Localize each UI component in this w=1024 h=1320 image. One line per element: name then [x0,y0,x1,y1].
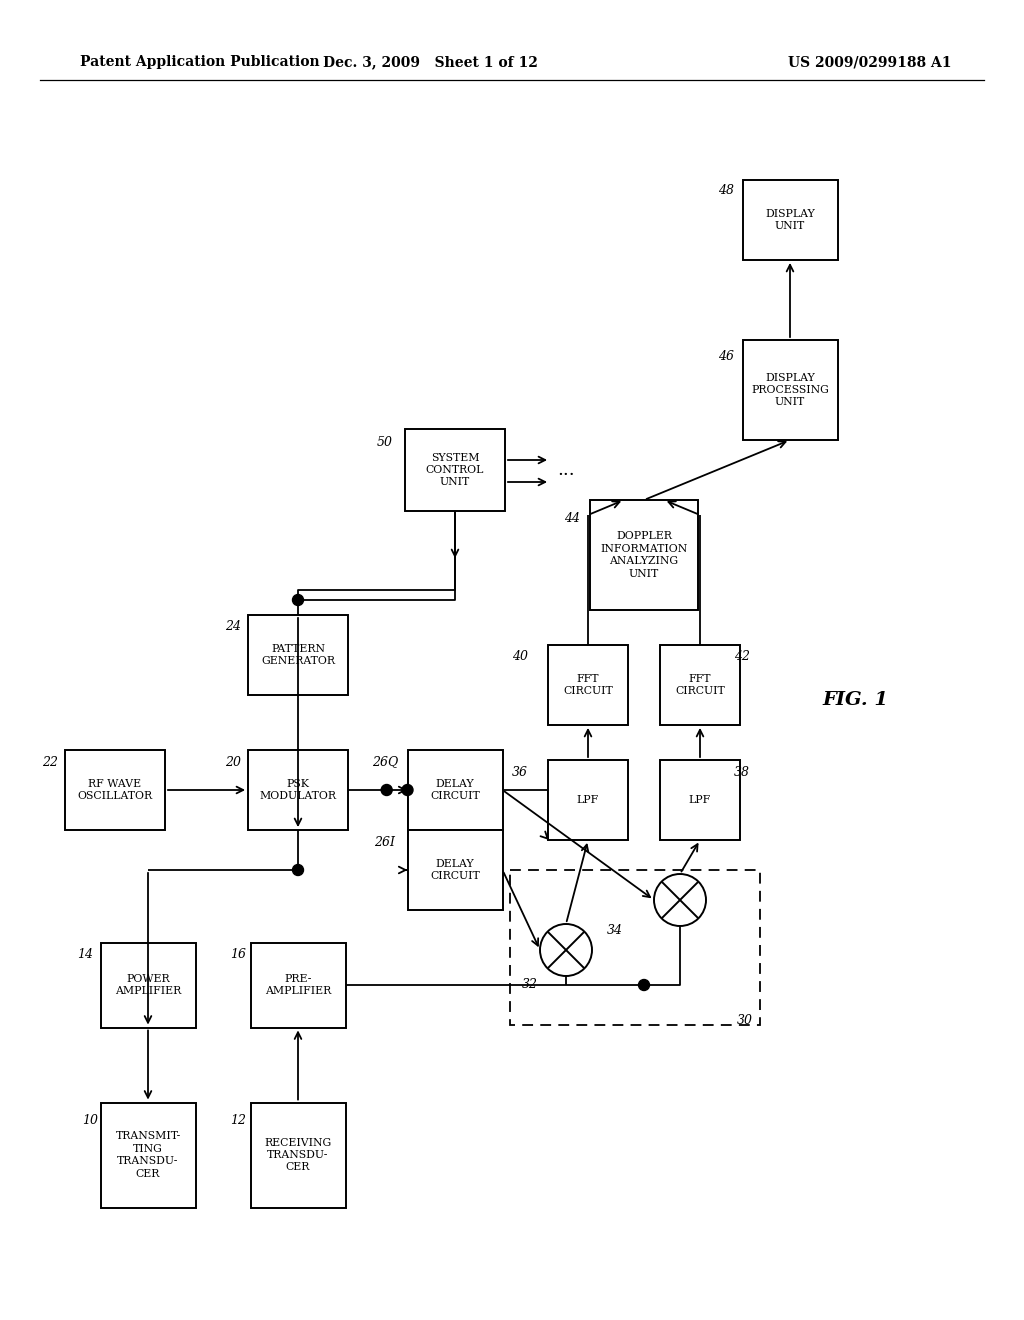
Bar [660,760,740,840]
Bar [248,615,348,696]
Bar [548,760,628,840]
Text: 20: 20 [225,755,241,768]
Text: 26I: 26I [375,836,395,849]
Circle shape [639,979,649,990]
Bar [660,645,740,725]
Text: RECEIVING
TRANSDU-
CER: RECEIVING TRANSDU- CER [264,1138,332,1172]
Text: 12: 12 [230,1114,246,1126]
Text: PATTERN
GENERATOR: PATTERN GENERATOR [261,644,335,667]
Circle shape [402,784,413,796]
Text: DISPLAY
PROCESSING
UNIT: DISPLAY PROCESSING UNIT [751,372,829,408]
Text: US 2009/0299188 A1: US 2009/0299188 A1 [788,55,951,69]
Text: LPF: LPF [689,795,711,805]
Text: 30: 30 [737,1014,753,1027]
Text: 38: 38 [734,766,750,779]
Bar [251,1102,345,1208]
Text: 42: 42 [734,651,750,664]
Text: DOPPLER
INFORMATION
ANALYZING
UNIT: DOPPLER INFORMATION ANALYZING UNIT [600,532,688,578]
Circle shape [293,865,303,875]
Text: FFT
CIRCUIT: FFT CIRCUIT [563,673,613,696]
Text: 36: 36 [512,766,528,779]
Bar [406,429,505,511]
Bar [742,180,838,260]
Text: DELAY
CIRCUIT: DELAY CIRCUIT [430,779,480,801]
Text: 14: 14 [77,949,93,961]
Text: 26Q: 26Q [372,755,398,768]
Text: 24: 24 [225,620,241,634]
Text: FIG. 1: FIG. 1 [822,690,888,709]
Text: Patent Application Publication: Patent Application Publication [80,55,319,69]
Circle shape [540,924,592,975]
Text: 44: 44 [564,511,580,524]
Text: 10: 10 [82,1114,98,1126]
Bar [100,1102,196,1208]
Text: LPF: LPF [577,795,599,805]
Circle shape [293,594,303,606]
Text: 48: 48 [718,183,734,197]
Text: FFT
CIRCUIT: FFT CIRCUIT [675,673,725,696]
Bar [590,500,698,610]
Text: DISPLAY
UNIT: DISPLAY UNIT [765,209,815,231]
Bar [248,750,348,830]
Bar [65,750,165,830]
Text: 34: 34 [607,924,623,936]
Text: PRE-
AMPLIFIER: PRE- AMPLIFIER [265,974,331,997]
Bar [742,341,838,440]
Bar [100,942,196,1027]
Text: SYSTEM
CONTROL
UNIT: SYSTEM CONTROL UNIT [426,453,484,487]
Bar [251,942,345,1027]
Text: 46: 46 [718,351,734,363]
Text: 16: 16 [230,949,246,961]
Text: 50: 50 [377,436,393,449]
Text: RF WAVE
OSCILLATOR: RF WAVE OSCILLATOR [78,779,153,801]
Bar [510,870,760,1026]
Text: PSK
MODULATOR: PSK MODULATOR [259,779,337,801]
Circle shape [381,784,392,796]
Text: ...: ... [557,461,574,479]
Text: 22: 22 [42,755,58,768]
Text: TRANSMIT-
TING
TRANSDU-
CER: TRANSMIT- TING TRANSDU- CER [116,1131,180,1179]
Text: DELAY
CIRCUIT: DELAY CIRCUIT [430,859,480,882]
Text: 40: 40 [512,651,528,664]
Bar [408,830,503,909]
Circle shape [654,874,706,927]
Bar [548,645,628,725]
Text: POWER
AMPLIFIER: POWER AMPLIFIER [115,974,181,997]
Text: Dec. 3, 2009   Sheet 1 of 12: Dec. 3, 2009 Sheet 1 of 12 [323,55,538,69]
Text: 32: 32 [522,978,538,991]
Bar [408,750,503,830]
